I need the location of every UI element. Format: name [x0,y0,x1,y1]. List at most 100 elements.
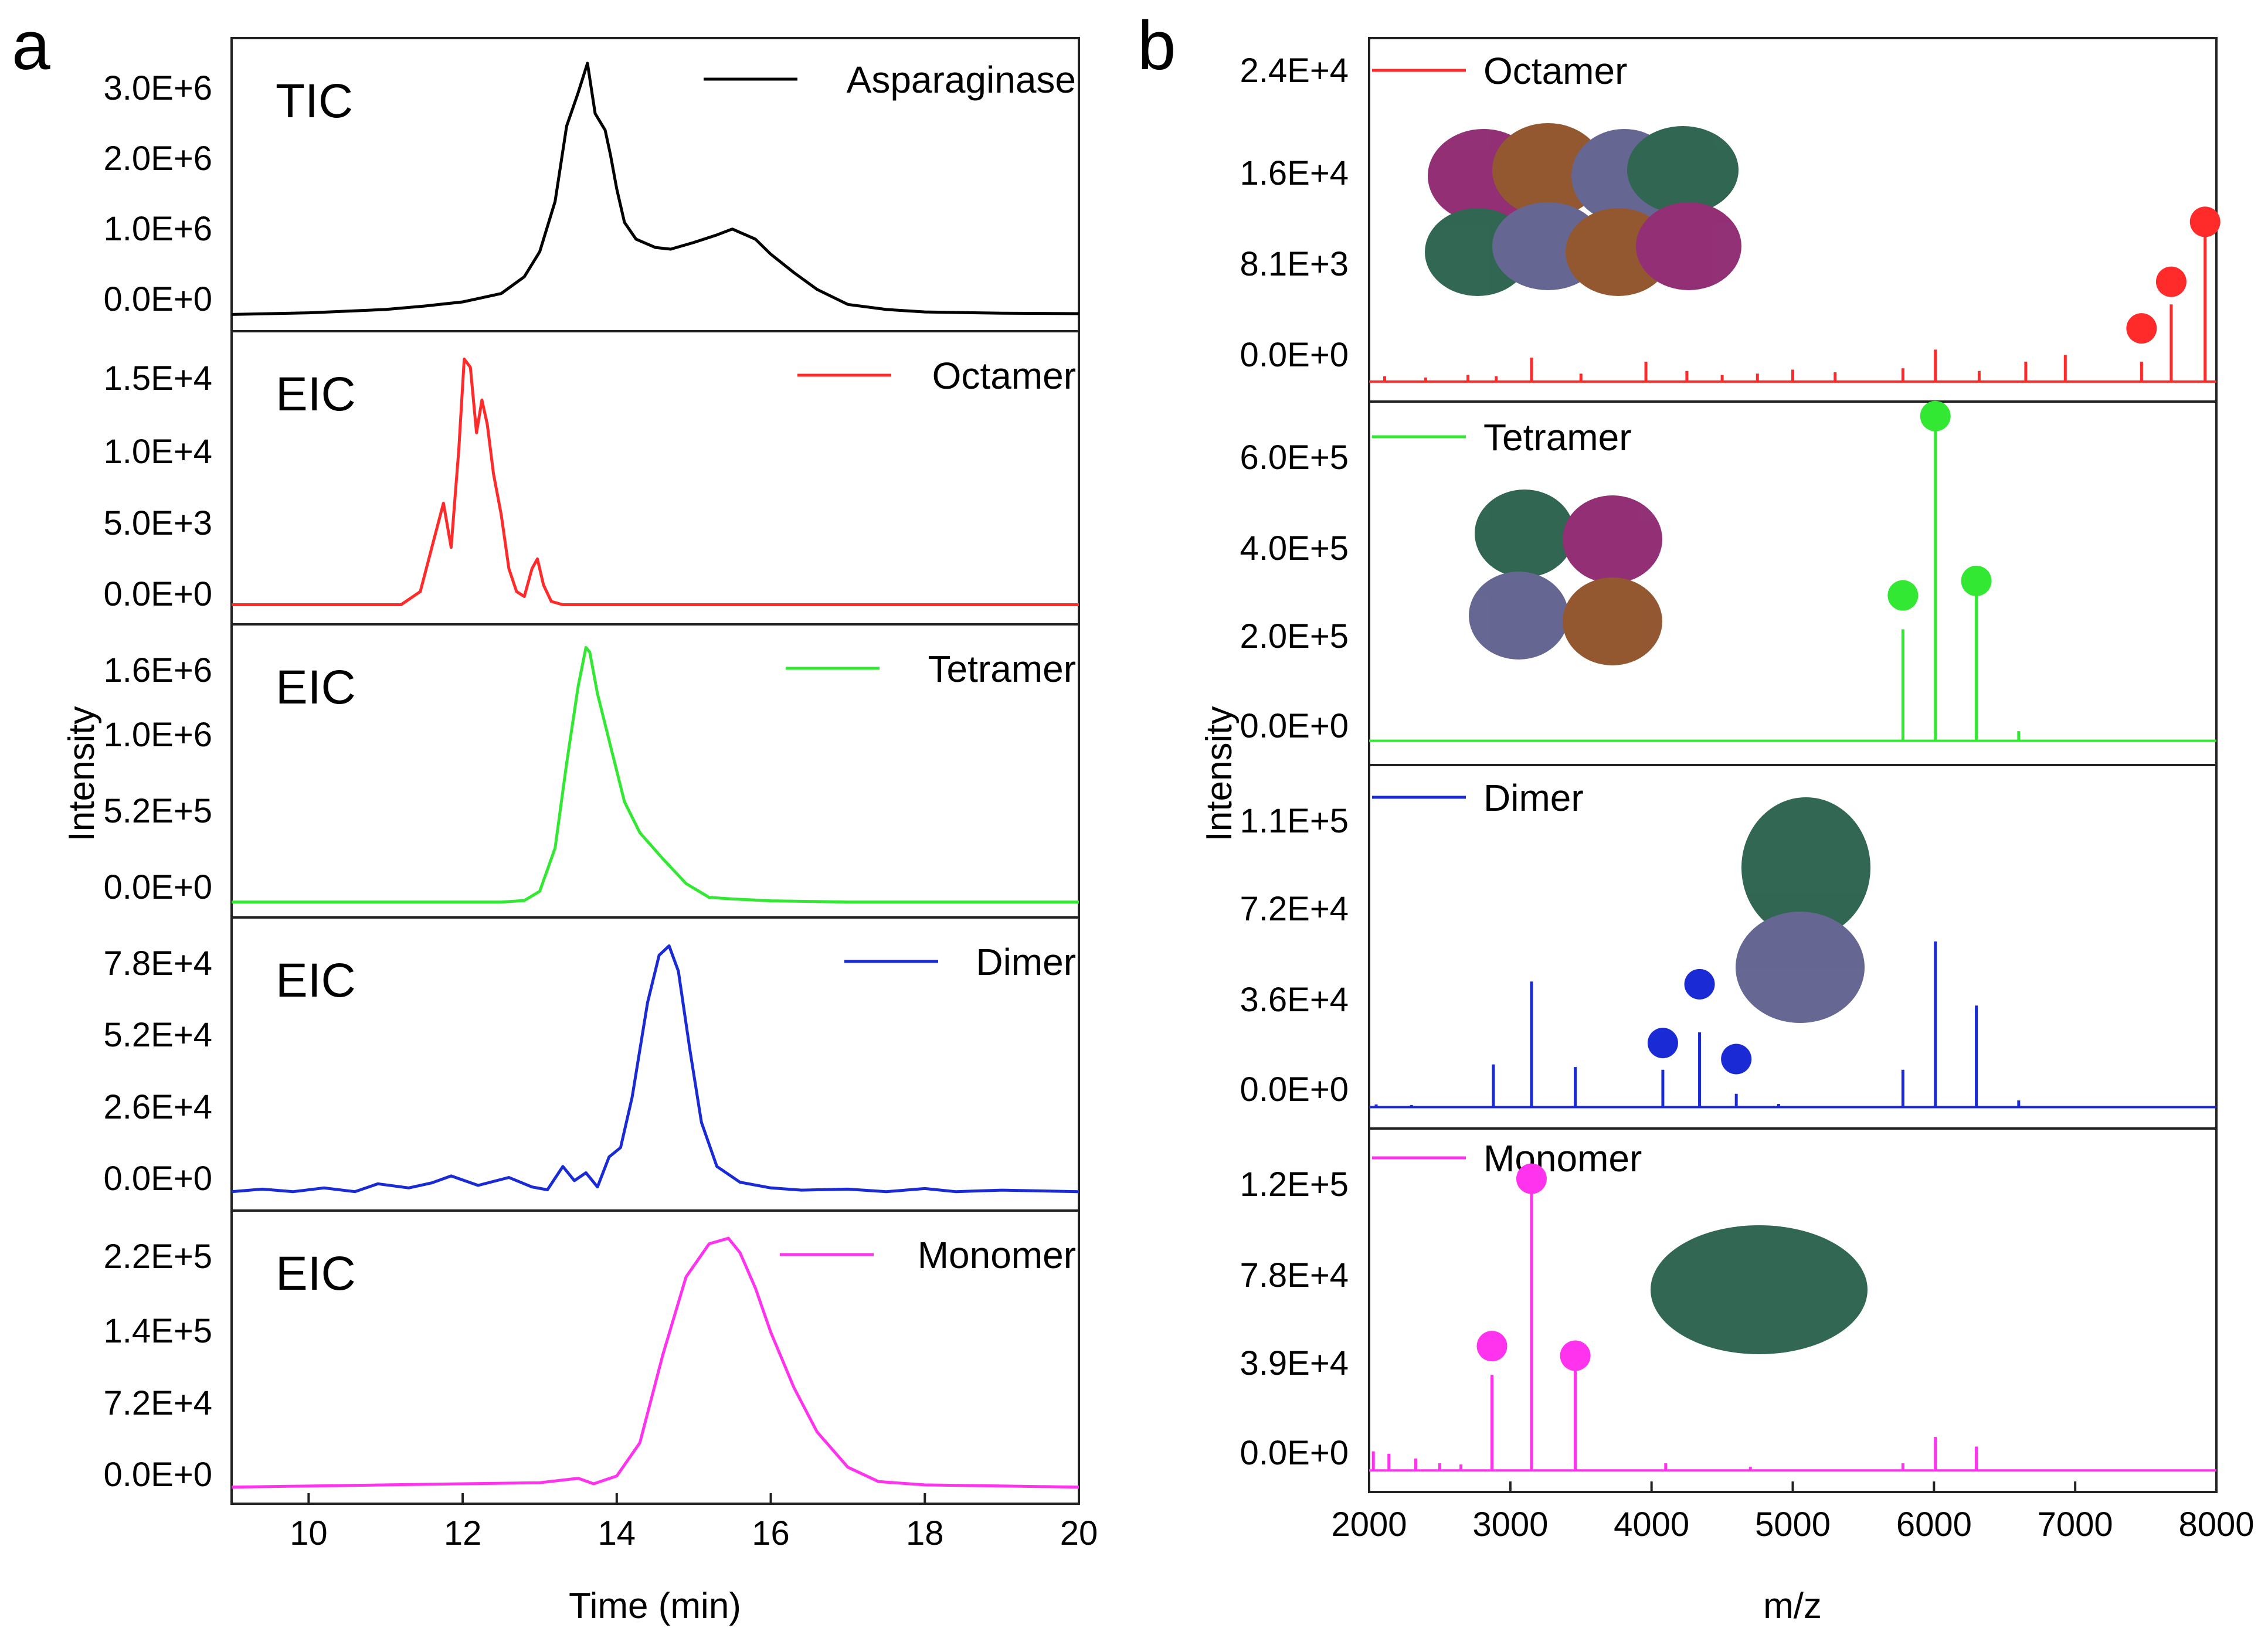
y-tick-label: 6.0E+5 [1240,439,1349,477]
y-tick-label: 5.2E+5 [104,792,212,830]
y-tick-label: 7.2E+4 [104,1384,212,1422]
y-tick-label: 1.0E+6 [104,716,212,754]
y-tick-labels-monomer: 2.2E+5 1.4E+5 7.2E+4 0.0E+0 [104,1238,212,1494]
tetramer-structure-image [1469,490,1662,665]
y-tick-label: 0.0E+0 [1240,336,1349,374]
peak-marker-dimer [1647,1028,1678,1059]
peak-marker-monomer [1476,1331,1508,1362]
trace-line-octamer [232,358,1079,606]
y-tick-label: 5.2E+4 [104,1016,212,1054]
y-tick-label: 3.9E+4 [1240,1344,1349,1382]
y-tick-labels-octamer-b: 2.4E+4 1.6E+4 8.1E+3 0.0E+0 [1240,52,1349,374]
y-tick-label: 1.5E+4 [104,359,212,397]
y-tick-label: 0.0E+0 [104,280,212,318]
legend-label-octamer: Octamer [932,355,1076,397]
x-axis-title-a: Time (min) [569,1586,741,1626]
y-axis-title-b: Intensity [1199,706,1240,842]
y-tick-label: 1.1E+5 [1240,802,1349,840]
x-tick-label: 8000 [2178,1505,2254,1544]
peak-marker-dimer [1684,968,1715,1000]
y-tick-label: 4.0E+5 [1240,529,1349,567]
trace-line-dimer [231,944,1079,1194]
y-tick-labels-octamer: 1.5E+4 1.0E+4 5.0E+3 0.0E+0 [104,359,212,613]
x-tick-label: 4000 [1614,1505,1689,1544]
y-tick-label: 0.0E+0 [1240,707,1349,745]
y-tick-label: 3.6E+4 [1240,981,1349,1019]
legend-label-dimer-b: Dimer [1483,777,1584,819]
y-tick-label: 1.6E+4 [1240,154,1349,192]
panel-letter-a: a [12,7,50,84]
y-tick-label: 0.0E+0 [104,575,212,613]
y-tick-label: 2.2E+5 [104,1238,212,1276]
x-tick-label: 3000 [1472,1505,1548,1544]
legend-label-monomer-b: Monomer [1483,1137,1642,1180]
x-tick-label: 16 [752,1514,790,1552]
y-tick-label: 7.2E+4 [1240,890,1349,928]
y-tick-label: 3.0E+6 [104,69,212,107]
x-tick-label: 2000 [1331,1505,1407,1544]
y-tick-label: 2.0E+5 [1240,617,1349,655]
x-axis-title-b: m/z [1763,1586,1822,1626]
legend-label-monomer: Monomer [918,1234,1076,1276]
x-tick-label: 12 [444,1514,482,1552]
legend-label-octamer-b: Octamer [1483,50,1627,92]
y-axis-title-a: Intensity [62,706,102,842]
y-tick-label: 1.0E+4 [104,433,212,471]
y-tick-label: 2.0E+6 [104,140,212,178]
x-tick-label: 20 [1060,1514,1098,1552]
trace-line-tetramer [232,646,1079,904]
y-tick-label: 0.0E+0 [104,1456,212,1494]
y-tick-label: 0.0E+0 [1240,1070,1349,1109]
y-tick-labels-tetramer-b: 6.0E+5 4.0E+5 2.0E+5 0.0E+0 [1240,439,1349,745]
dimer-structure-image [1736,797,1870,1023]
peak-marker-octamer [2189,206,2221,237]
peak-marker-tetramer [1961,565,1992,596]
y-tick-label: 1.2E+5 [1240,1165,1349,1204]
x-tick-label: 7000 [2038,1505,2113,1544]
peak-marker-octamer [2126,313,2157,344]
trace-label-tic: TIC [276,74,353,128]
peak-marker-dimer [1721,1044,1752,1075]
trace-line-asparaginase [231,62,1079,316]
peak-marker-tetramer [1887,580,1919,611]
panel-b: Octamer Tetramer Dimer Monomer 2.4E+4 1.… [1199,37,2218,1626]
y-tick-label: 2.6E+4 [104,1088,212,1126]
legend-label-tetramer: Tetramer [928,648,1077,690]
panel-a: TIC EIC EIC EIC EIC Asparaginase Octamer… [62,37,1080,1626]
octamer-structure-image [1425,123,1741,296]
y-tick-label: 1.4E+5 [104,1312,212,1350]
trace-label-eic-tetramer: EIC [276,661,356,714]
y-tick-label: 7.8E+4 [1240,1256,1349,1294]
peak-marker-octamer [2155,266,2186,297]
y-tick-labels-dimer: 7.8E+4 5.2E+4 2.6E+4 0.0E+0 [104,944,212,1198]
y-tick-labels-monomer-b: 1.2E+5 7.8E+4 3.9E+4 0.0E+0 [1240,1165,1349,1472]
x-tick-label: 10 [290,1514,328,1552]
y-tick-labels-tic: 3.0E+6 2.0E+6 1.0E+6 0.0E+0 [104,69,212,318]
trace-label-eic-dimer: EIC [276,954,356,1007]
legend-label-tetramer-b: Tetramer [1483,416,1632,458]
x-tick-label: 5000 [1755,1505,1831,1544]
y-tick-labels-dimer-b: 1.1E+5 7.2E+4 3.6E+4 0.0E+0 [1240,802,1349,1109]
y-tick-label: 5.0E+3 [104,504,212,542]
y-tick-labels-tetramer: 1.6E+6 1.0E+6 5.2E+5 0.0E+0 [104,651,212,906]
legend-label-dimer: Dimer [976,941,1076,983]
chart-marks: 10 12 14 16 18 20 2000 3000 4000 5000 6000 7000 8000 [231,62,2255,1552]
trace-label-eic-octamer: EIC [276,368,356,421]
x-tick-label: 14 [598,1514,636,1552]
x-tick-label: 18 [906,1514,944,1552]
trace-label-eic-monomer: EIC [276,1247,356,1300]
peak-marker-monomer [1560,1340,1591,1371]
y-tick-label: 0.0E+0 [104,868,212,906]
peak-marker-tetramer [1920,400,1951,431]
trace-line-monomer [231,1236,1079,1489]
x-tick-label: 6000 [1896,1505,1972,1544]
y-tick-label: 0.0E+0 [104,1160,212,1198]
y-tick-label: 8.1E+3 [1240,245,1349,283]
y-tick-label: 1.6E+6 [104,651,212,689]
y-tick-label: 1.0E+6 [104,210,212,248]
peak-marker-monomer [1516,1163,1547,1194]
y-tick-label: 7.8E+4 [104,944,212,983]
legend-label-asparaginase: Asparaginase [847,59,1076,101]
